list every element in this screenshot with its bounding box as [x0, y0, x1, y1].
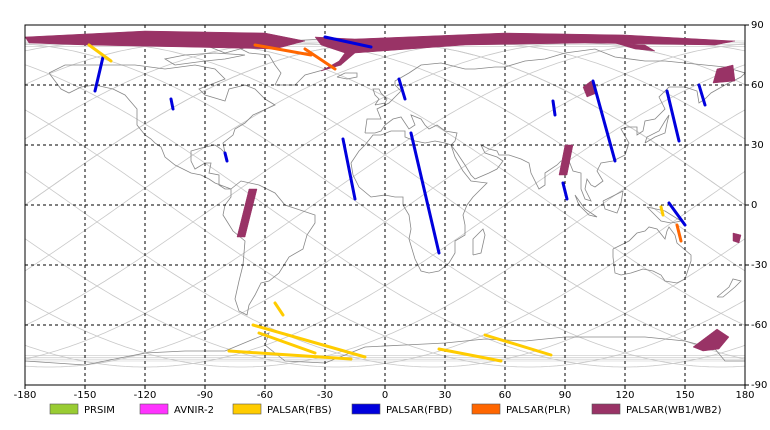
- legend-label: AVNIR-2: [174, 405, 214, 416]
- legend-swatch: [351, 403, 381, 415]
- coastline: [472, 228, 486, 256]
- observation-track: [227, 349, 353, 361]
- observation-track: [551, 99, 557, 117]
- observation-track: [667, 201, 687, 227]
- coastline: [602, 190, 624, 214]
- observation-track: [253, 43, 313, 57]
- x-tick-label: -150: [74, 390, 97, 401]
- legend: PRSIM AVNIR-2 PALSAR(FBS) PALSAR(FBD) PALSAR…: [49, 403, 722, 416]
- y-tick-label: 60: [751, 80, 764, 91]
- observation-swath: [320, 32, 736, 72]
- x-tick-label: 60: [499, 390, 512, 401]
- observation-track: [675, 223, 683, 243]
- legend-swatch: [232, 403, 262, 415]
- coastline: [350, 130, 488, 274]
- x-tick-label: 30: [439, 390, 452, 401]
- observation-swaths: [24, 30, 742, 363]
- observation-track: [697, 83, 707, 107]
- observation-track: [341, 137, 357, 201]
- x-tick-label: 150: [675, 390, 694, 401]
- observation-swath: [712, 64, 736, 84]
- x-tick-label: -30: [317, 390, 333, 401]
- grid-lines: [25, 25, 745, 385]
- legend-swatch: [49, 403, 79, 415]
- legend-swatch: [139, 403, 169, 415]
- legend-swatch: [591, 403, 621, 415]
- legend-label: PALSAR(PLR): [506, 405, 571, 416]
- x-tick-label: -120: [134, 390, 157, 401]
- observation-track: [273, 301, 285, 317]
- coastline: [222, 180, 316, 316]
- observation-track: [257, 331, 317, 355]
- observation-swath: [614, 42, 656, 52]
- x-tick-label: -180: [14, 390, 37, 401]
- observation-track: [223, 151, 229, 163]
- observation-track: [251, 323, 367, 359]
- coastline: [612, 226, 692, 284]
- observation-swath: [732, 232, 742, 244]
- observation-swath: [558, 144, 574, 176]
- coastline: [163, 52, 246, 66]
- observation-track: [561, 181, 569, 201]
- observation-track: [591, 79, 617, 163]
- observation-track: [483, 333, 553, 357]
- y-tick-label: 0: [751, 200, 757, 211]
- y-tick-label: 30: [751, 140, 764, 151]
- x-tick-label: -90: [197, 390, 213, 401]
- observation-swath: [692, 328, 730, 352]
- coastline: [644, 114, 670, 144]
- y-tick-label: -30: [751, 260, 767, 271]
- legend-label: PALSAR(FBD): [386, 405, 452, 416]
- y-tick-label: 90: [751, 20, 764, 31]
- observation-track: [659, 205, 665, 217]
- observation-track: [409, 131, 441, 255]
- coastline: [716, 278, 742, 298]
- coastline: [336, 72, 358, 80]
- observation-track: [87, 43, 113, 63]
- legend-label: PALSAR(FBS): [267, 405, 332, 416]
- x-tick-label: 180: [735, 390, 754, 401]
- observation-track: [397, 77, 407, 101]
- legend-label: PRSIM: [84, 405, 115, 416]
- x-tick-label: 0: [382, 390, 388, 401]
- legend-swatch: [471, 403, 501, 415]
- observation-track: [93, 55, 105, 93]
- x-tick-label: -60: [257, 390, 273, 401]
- x-tick-label: 120: [615, 390, 634, 401]
- observation-track: [437, 347, 503, 363]
- x-tick-label: 90: [559, 390, 572, 401]
- coastline: [574, 194, 598, 218]
- observation-track: [303, 47, 337, 71]
- legend-label: PALSAR(WB1/WB2): [626, 405, 722, 416]
- coastline: [372, 88, 388, 106]
- y-tick-label: -90: [751, 380, 767, 391]
- observation-swath: [236, 188, 258, 238]
- observation-track: [323, 35, 373, 49]
- coastline: [48, 64, 276, 190]
- axis-ticks: -180 -150 -120 -90 -60 -30 0 30 60 90 120 150 180 90 6…: [14, 20, 768, 401]
- observation-track: [665, 89, 681, 143]
- observation-track: [169, 97, 175, 111]
- y-tick-label: -60: [751, 320, 767, 331]
- map-border: [24, 24, 746, 386]
- coastline: [364, 48, 746, 202]
